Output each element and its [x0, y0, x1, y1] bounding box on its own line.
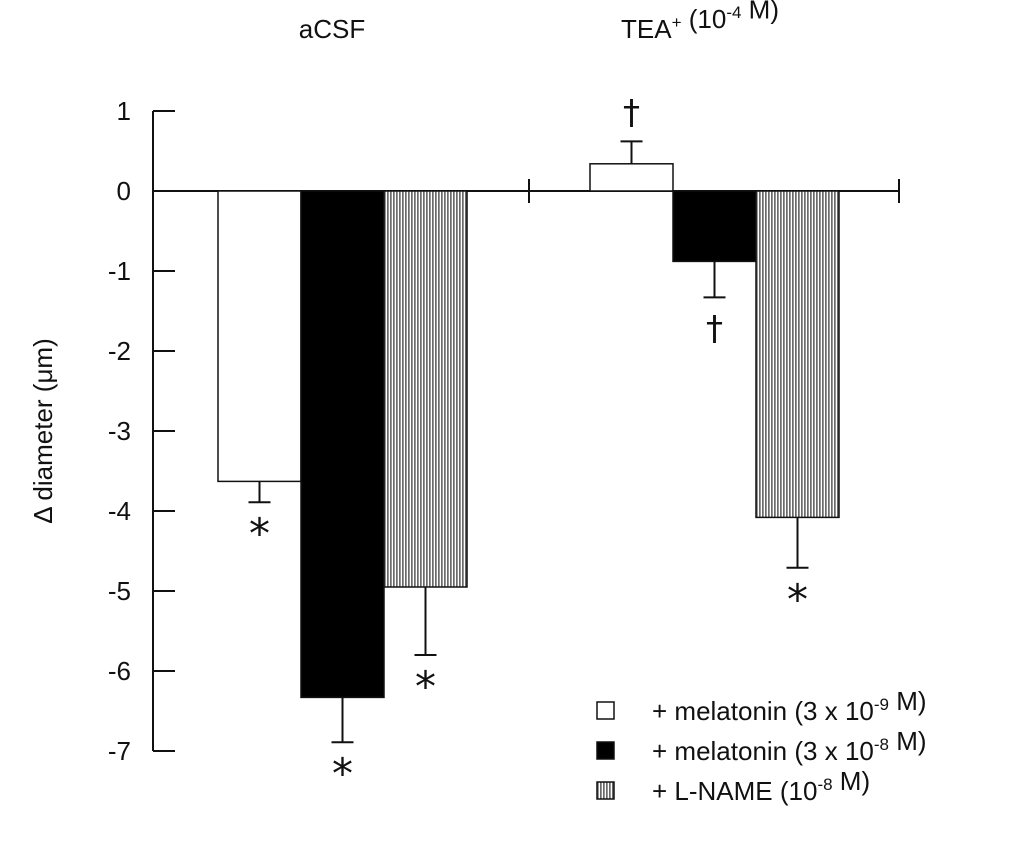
y-tick-label: -6 — [108, 656, 131, 686]
legend-label: + L-NAME (10-8 M) — [652, 766, 870, 806]
y-tick-label: -2 — [108, 336, 131, 366]
y-tick-label: -7 — [108, 736, 131, 766]
legend-swatch — [596, 701, 615, 720]
y-tick-label: -1 — [108, 256, 131, 286]
y-tick-label: 1 — [117, 96, 131, 126]
bar — [589, 163, 674, 192]
significance-marker: * — [332, 749, 353, 798]
significance-marker: * — [415, 662, 436, 711]
significance-marker: * — [249, 509, 270, 558]
legend-swatch — [596, 741, 615, 760]
y-axis-label: Δ diameter (μm) — [28, 338, 58, 524]
y-tick-label: 0 — [117, 176, 131, 206]
significance-marker: † — [706, 308, 723, 348]
legend-swatch — [596, 781, 615, 800]
legend-label: + melatonin (3 x 10-8 M) — [652, 726, 927, 766]
bar — [383, 190, 468, 588]
bar — [672, 190, 757, 263]
group-label: aCSF — [299, 14, 365, 44]
group-label: TEA+ (10-4 M) — [621, 0, 779, 44]
y-tick-label: -3 — [108, 416, 131, 446]
bar — [300, 190, 385, 699]
legend-label: + melatonin (3 x 10-9 M) — [652, 686, 927, 726]
significance-marker: * — [787, 575, 808, 624]
significance-marker: † — [623, 92, 640, 132]
y-tick-label: -4 — [108, 496, 131, 526]
axes: 1 0 -1 -2 -3 -4 -5 -6 -7 — [108, 96, 900, 766]
bars — [217, 140, 840, 744]
legend: + melatonin (3 x 10-9 M)+ melatonin (3 x… — [596, 686, 927, 806]
labels: Δ diameter (μm) aCSF * * * TEA+ (10-4 M) † † * — [28, 0, 808, 798]
y-tick-label: -5 — [108, 576, 131, 606]
bar — [755, 190, 840, 519]
bar — [217, 190, 302, 483]
